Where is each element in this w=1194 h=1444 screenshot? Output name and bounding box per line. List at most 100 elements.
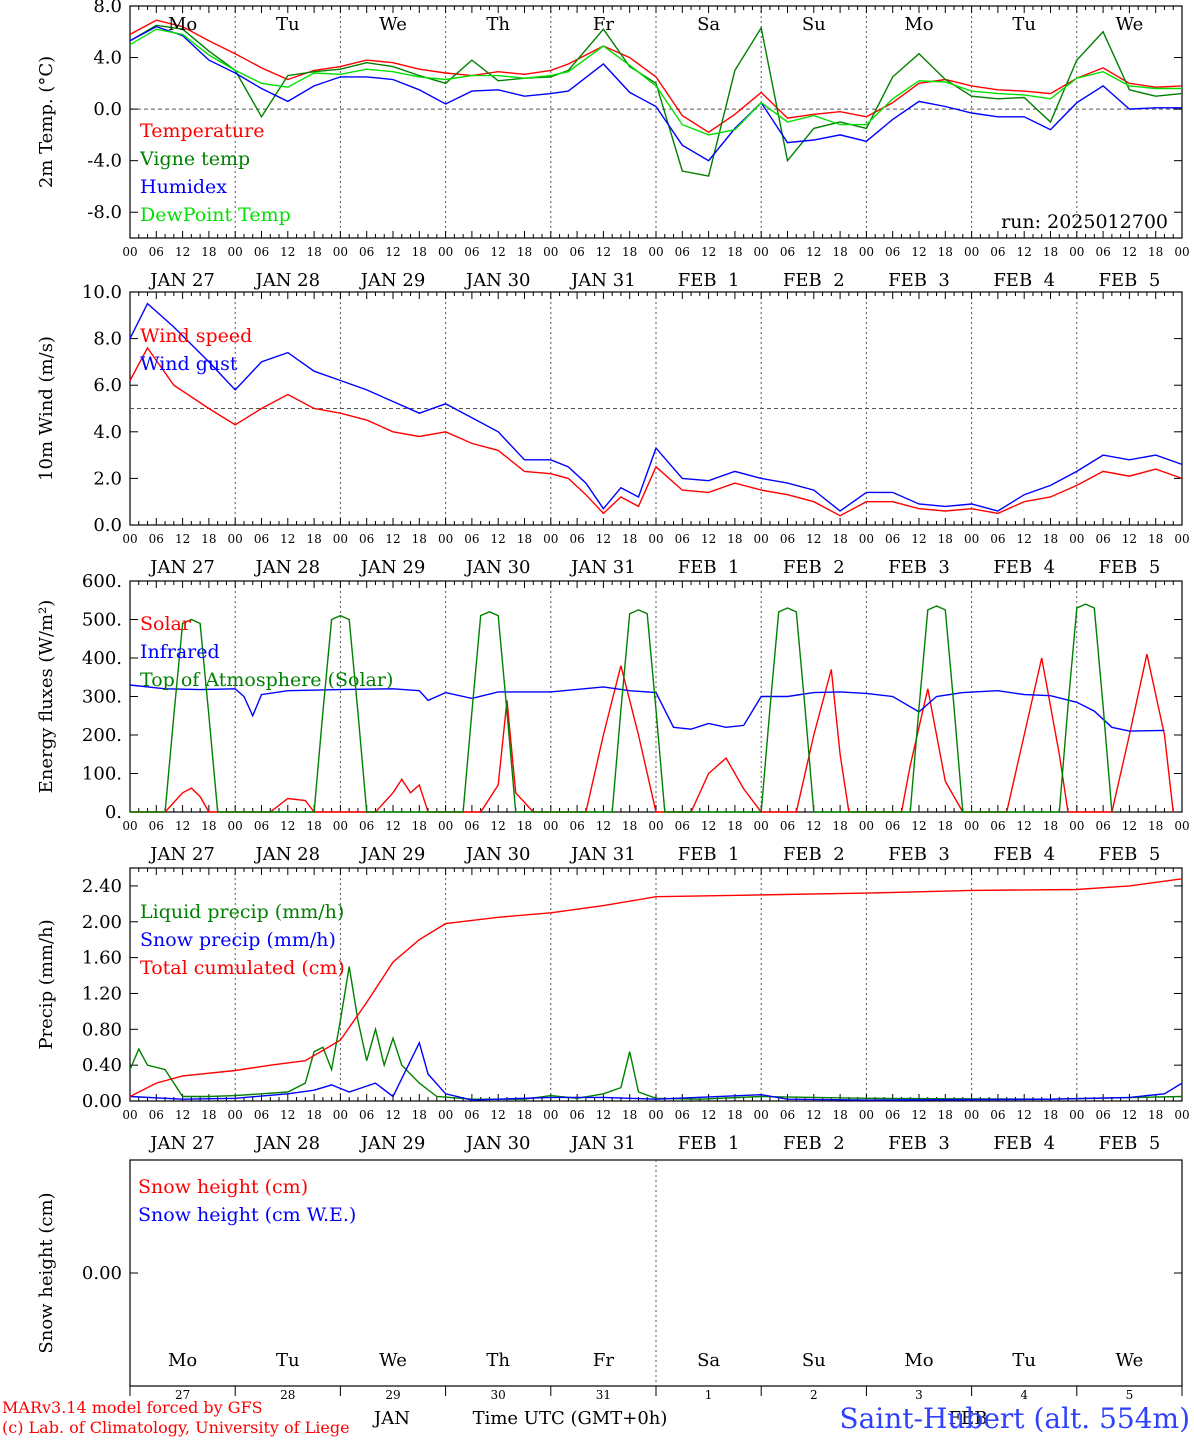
hour-tick-label: 12 xyxy=(701,245,716,259)
weekday-label: Fr xyxy=(593,1350,614,1371)
month-label: JAN xyxy=(372,1408,410,1429)
date-label: FEB 3 xyxy=(888,270,950,291)
date-label: JAN 28 xyxy=(254,270,321,291)
date-label: JAN 30 xyxy=(464,844,531,865)
hour-tick-label: 12 xyxy=(701,1108,716,1122)
hour-tick-label: 12 xyxy=(385,532,400,546)
hour-tick-label: 12 xyxy=(491,532,506,546)
hour-tick-label: 18 xyxy=(727,1108,742,1122)
hour-tick-label: 12 xyxy=(1122,1108,1137,1122)
hour-tick-label: 18 xyxy=(306,245,321,259)
date-label: FEB 2 xyxy=(783,270,845,291)
y-tick-label: 0.00 xyxy=(82,1091,122,1112)
date-label: JAN 30 xyxy=(464,557,531,578)
hour-tick-label: 12 xyxy=(806,532,821,546)
hour-tick-label: 06 xyxy=(990,532,1005,546)
series-line-infrared xyxy=(129,684,1165,732)
weekday-label: Th xyxy=(486,14,510,35)
weekday-label: Mo xyxy=(904,14,933,35)
series-line-total-cumulated-cm- xyxy=(129,878,1183,1098)
y-axis-label: 2m Temp. (°C) xyxy=(36,56,57,188)
hour-tick-label: 18 xyxy=(1043,532,1058,546)
hour-tick-label: 18 xyxy=(306,819,321,833)
hour-tick-label: 18 xyxy=(517,1108,532,1122)
hour-tick-label: 12 xyxy=(1017,532,1032,546)
date-label: FEB 2 xyxy=(783,1133,845,1154)
hour-tick-label: 06 xyxy=(359,245,374,259)
hour-tick-label: 06 xyxy=(675,1108,690,1122)
date-label: JAN 27 xyxy=(148,1133,215,1154)
hour-tick-label: 12 xyxy=(596,245,611,259)
date-label: FEB 1 xyxy=(678,270,740,291)
hour-tick-label: 18 xyxy=(938,819,953,833)
hour-tick-label: 00 xyxy=(1069,1108,1084,1122)
panel-1 xyxy=(129,5,1183,239)
hour-tick-label: 00 xyxy=(754,1108,769,1122)
hour-tick-label: 06 xyxy=(254,1108,269,1122)
weekday-label: Mo xyxy=(168,1350,197,1371)
date-label: FEB 5 xyxy=(1099,270,1161,291)
hour-tick-label: 00 xyxy=(438,532,453,546)
y-tick-label: 10.0 xyxy=(82,282,122,303)
hour-tick-label: 12 xyxy=(596,532,611,546)
y-tick-label: -8.0 xyxy=(87,202,122,223)
series-line-snow-precip-mm-h- xyxy=(129,1040,1183,1101)
hour-tick-label: 18 xyxy=(517,532,532,546)
y-tick-label: 2.40 xyxy=(82,876,122,897)
hour-tick-label: 18 xyxy=(832,1108,847,1122)
date-label: FEB 3 xyxy=(888,1133,950,1154)
hour-tick-label: 06 xyxy=(569,1108,584,1122)
hour-tick-label: 00 xyxy=(648,819,663,833)
date-label: JAN 28 xyxy=(254,844,321,865)
hour-tick-label: 12 xyxy=(385,819,400,833)
hour-tick-label: 12 xyxy=(385,245,400,259)
weekday-label: Tu xyxy=(1012,1350,1036,1371)
hour-tick-label: 00 xyxy=(964,532,979,546)
date-label: FEB 3 xyxy=(888,844,950,865)
hour-tick-label: 06 xyxy=(990,245,1005,259)
hour-tick-label: 06 xyxy=(780,819,795,833)
hour-tick-label: 00 xyxy=(964,1108,979,1122)
legend-entry: Top of Atmosphere (Solar) xyxy=(140,669,393,691)
legend-entry: Wind gust xyxy=(140,353,238,375)
y-tick-label: 8.0 xyxy=(93,0,122,17)
credit-line-2: (c) Lab. of Climatology, University of L… xyxy=(2,1418,350,1437)
y-tick-label: 2.00 xyxy=(82,912,122,933)
hour-tick-label: 18 xyxy=(306,532,321,546)
weekday-label: Sa xyxy=(697,14,720,35)
hour-tick-label: 00 xyxy=(438,245,453,259)
date-label: JAN 29 xyxy=(359,844,426,865)
hour-tick-label: 06 xyxy=(149,532,164,546)
hour-tick-label: 12 xyxy=(175,1108,190,1122)
hour-tick-label: 06 xyxy=(254,245,269,259)
y-tick-label: 1.20 xyxy=(82,983,122,1004)
hour-tick-label: 06 xyxy=(675,819,690,833)
date-label: FEB 5 xyxy=(1099,557,1161,578)
legend-entry: Infrared xyxy=(140,641,220,663)
series-line-dewpoint-temp xyxy=(129,28,1182,136)
weekday-label: We xyxy=(379,1350,407,1371)
hour-tick-label: 12 xyxy=(491,1108,506,1122)
y-tick-label: 500. xyxy=(82,610,122,631)
hour-tick-label: 12 xyxy=(1122,819,1137,833)
hour-tick-label: 06 xyxy=(359,819,374,833)
hour-tick-label: 12 xyxy=(1017,245,1032,259)
date-label: JAN 29 xyxy=(359,270,426,291)
day-number-label: 4 xyxy=(1020,1388,1028,1402)
hour-tick-label: 12 xyxy=(806,819,821,833)
legend-entry: Snow precip (mm/h) xyxy=(140,929,336,951)
date-label: FEB 5 xyxy=(1099,844,1161,865)
date-label: JAN 29 xyxy=(359,557,426,578)
y-tick-label: -4.0 xyxy=(87,151,122,172)
day-number-label: 27 xyxy=(175,1388,190,1402)
hour-tick-label: 18 xyxy=(622,532,637,546)
weekday-label: Fr xyxy=(593,14,614,35)
hour-tick-label: 06 xyxy=(149,819,164,833)
hour-tick-label: 12 xyxy=(175,532,190,546)
hour-tick-label: 00 xyxy=(859,819,874,833)
date-label: FEB 2 xyxy=(783,844,845,865)
x-axis-title: Time UTC (GMT+0h) xyxy=(473,1408,668,1429)
date-label: FEB 4 xyxy=(993,270,1055,291)
